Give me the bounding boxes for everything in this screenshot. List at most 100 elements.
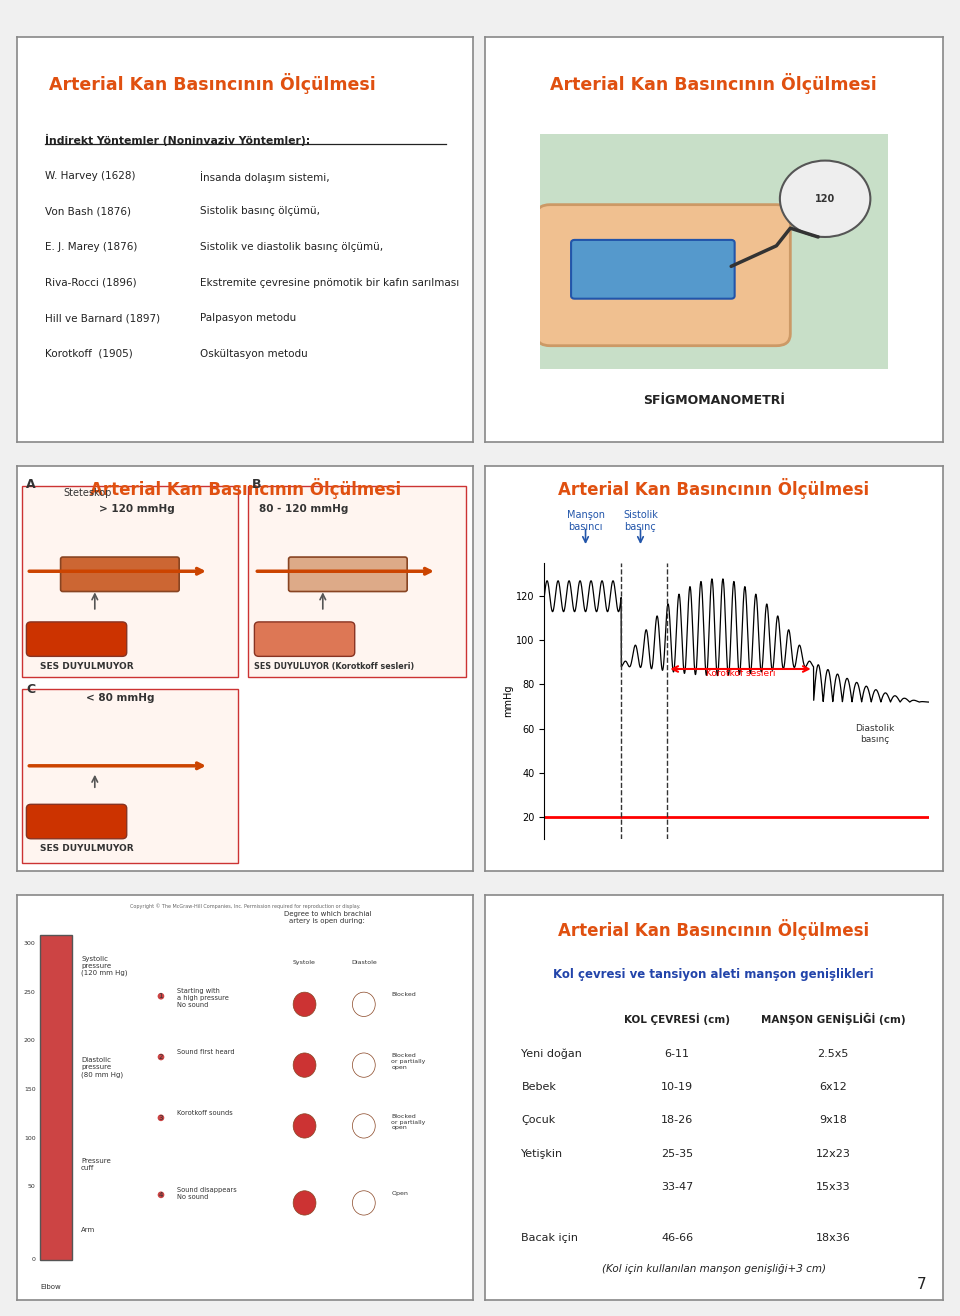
Text: Sistolik basınç ölçümü,: Sistolik basınç ölçümü, xyxy=(200,207,320,216)
Text: Riva-Rocci (1896): Riva-Rocci (1896) xyxy=(44,278,136,288)
Text: Ekstremite çevresine pnömotik bir kafın sarılması: Ekstremite çevresine pnömotik bir kafın … xyxy=(200,278,459,288)
Text: Von Bash (1876): Von Bash (1876) xyxy=(44,207,131,216)
Text: 6-11: 6-11 xyxy=(664,1049,689,1059)
Text: Copyright © The McGraw-Hill Companies, Inc. Permission required for reproduction: Copyright © The McGraw-Hill Companies, I… xyxy=(131,903,360,908)
Text: W. Harvey (1628): W. Harvey (1628) xyxy=(44,171,135,180)
Text: 18x36: 18x36 xyxy=(815,1233,851,1244)
Text: Sistolik
basınç: Sistolik basınç xyxy=(623,511,658,532)
FancyBboxPatch shape xyxy=(26,804,127,838)
Text: 10-19: 10-19 xyxy=(661,1082,693,1092)
Ellipse shape xyxy=(293,1113,316,1138)
Text: Korotkoff  (1905): Korotkoff (1905) xyxy=(44,349,132,359)
Text: İnsanda dolaşım sistemi,: İnsanda dolaşım sistemi, xyxy=(200,171,329,183)
Text: Diastole: Diastole xyxy=(351,959,376,965)
FancyBboxPatch shape xyxy=(289,557,407,591)
Text: Yeni doğan: Yeni doğan xyxy=(521,1049,583,1059)
Text: Pressure
cuff: Pressure cuff xyxy=(81,1158,110,1171)
Text: 120: 120 xyxy=(815,193,835,204)
FancyBboxPatch shape xyxy=(254,622,354,657)
Text: 0: 0 xyxy=(32,1257,36,1262)
Text: < 80 mmHg: < 80 mmHg xyxy=(85,692,155,703)
Text: 6x12: 6x12 xyxy=(819,1082,847,1092)
Text: 4: 4 xyxy=(158,1192,163,1198)
Circle shape xyxy=(780,161,871,237)
FancyBboxPatch shape xyxy=(571,240,734,299)
Text: SES DUYULUYOR (Korotkoff sesleri): SES DUYULUYOR (Korotkoff sesleri) xyxy=(254,662,415,671)
Ellipse shape xyxy=(352,992,375,1016)
Text: SFİGMOMANOMETRİ: SFİGMOMANOMETRİ xyxy=(643,393,784,407)
Text: (Kol için kullanılan manşon genişliği+3 cm): (Kol için kullanılan manşon genişliği+3 … xyxy=(602,1263,826,1274)
Text: Blocked
or partially
open: Blocked or partially open xyxy=(391,1113,425,1130)
Text: Steteskop: Steteskop xyxy=(62,488,111,499)
Text: > 120 mmHg: > 120 mmHg xyxy=(100,504,175,515)
Text: Blocked: Blocked xyxy=(391,992,416,998)
Text: 12x23: 12x23 xyxy=(815,1149,851,1158)
Text: Open: Open xyxy=(391,1191,408,1196)
Text: Systolic
pressure
(120 mm Hg): Systolic pressure (120 mm Hg) xyxy=(81,955,128,976)
Ellipse shape xyxy=(352,1053,375,1078)
Text: 33-47: 33-47 xyxy=(661,1182,693,1192)
Text: 100: 100 xyxy=(24,1136,36,1141)
Text: Degree to which brachial
artery is open during:: Degree to which brachial artery is open … xyxy=(283,911,372,924)
Text: 3: 3 xyxy=(158,1115,163,1121)
FancyBboxPatch shape xyxy=(537,205,790,346)
Text: 80 - 120 mmHg: 80 - 120 mmHg xyxy=(259,504,348,515)
Ellipse shape xyxy=(293,1053,316,1078)
Text: E. J. Marey (1876): E. J. Marey (1876) xyxy=(44,242,137,251)
Text: SES DUYULMUYOR: SES DUYULMUYOR xyxy=(40,662,133,671)
Ellipse shape xyxy=(352,1191,375,1215)
Text: Arterial Kan Basıncının Ölçülmesi: Arterial Kan Basıncının Ölçülmesi xyxy=(558,478,870,499)
Text: 9x18: 9x18 xyxy=(819,1116,847,1125)
Text: Sound disappears
No sound: Sound disappears No sound xyxy=(177,1187,236,1200)
Text: İndirekt Yöntemler (Noninvaziv Yöntemler):: İndirekt Yöntemler (Noninvaziv Yöntemler… xyxy=(44,134,310,146)
Ellipse shape xyxy=(293,992,316,1016)
Ellipse shape xyxy=(293,1191,316,1215)
Text: Sound first heard: Sound first heard xyxy=(177,1049,234,1055)
Text: 1: 1 xyxy=(158,994,163,999)
Text: Diastolik
basınç: Diastolik basınç xyxy=(855,724,895,744)
Text: Bebek: Bebek xyxy=(521,1082,556,1092)
Ellipse shape xyxy=(352,1113,375,1138)
Text: Korotkof sesleri: Korotkof sesleri xyxy=(706,669,776,678)
Text: Bacak için: Bacak için xyxy=(521,1233,579,1244)
Text: B: B xyxy=(252,478,262,491)
Text: Elbow: Elbow xyxy=(40,1284,60,1290)
Text: 2: 2 xyxy=(158,1054,163,1059)
Text: Korotkoff sounds: Korotkoff sounds xyxy=(177,1109,232,1116)
Text: 300: 300 xyxy=(24,941,36,946)
Text: 25-35: 25-35 xyxy=(661,1149,693,1158)
Text: 46-66: 46-66 xyxy=(661,1233,693,1244)
Text: Sistolik ve diastolik basınç ölçümü,: Sistolik ve diastolik basınç ölçümü, xyxy=(200,242,383,251)
Bar xyxy=(22,486,238,676)
Text: SES DUYULMUYOR: SES DUYULMUYOR xyxy=(40,844,133,853)
Text: Arterial Kan Basıncının Ölçülmesi: Arterial Kan Basıncının Ölçülmesi xyxy=(49,74,376,95)
Text: MANŞON GENİŞLİĞİ (cm): MANŞON GENİŞLİĞİ (cm) xyxy=(760,1012,905,1024)
FancyBboxPatch shape xyxy=(26,622,127,657)
Text: 200: 200 xyxy=(24,1038,36,1044)
Text: Palpasyon metodu: Palpasyon metodu xyxy=(200,313,296,324)
Bar xyxy=(40,936,72,1259)
Text: 150: 150 xyxy=(24,1087,36,1092)
Text: 50: 50 xyxy=(28,1184,36,1190)
Text: Yetişkin: Yetişkin xyxy=(521,1149,564,1158)
Text: 7: 7 xyxy=(917,1278,926,1292)
Text: A: A xyxy=(26,478,36,491)
Text: Systole: Systole xyxy=(293,959,316,965)
Text: Manşon
basıncı: Manşon basıncı xyxy=(566,511,605,532)
Bar xyxy=(22,688,238,863)
Y-axis label: mmHg: mmHg xyxy=(503,684,514,717)
FancyBboxPatch shape xyxy=(60,557,180,591)
Text: Starting with
a high pressure
No sound: Starting with a high pressure No sound xyxy=(177,988,228,1008)
Text: 15x33: 15x33 xyxy=(815,1182,851,1192)
Text: 250: 250 xyxy=(24,990,36,995)
Text: C: C xyxy=(26,683,36,696)
Text: KOL ÇEVRESİ (cm): KOL ÇEVRESİ (cm) xyxy=(624,1012,731,1024)
Text: Diastolic
pressure
(80 mm Hg): Diastolic pressure (80 mm Hg) xyxy=(81,1057,123,1078)
Text: Arm: Arm xyxy=(81,1228,95,1233)
Text: 18-26: 18-26 xyxy=(661,1116,693,1125)
Text: Kol çevresi ve tansiyon aleti manşon genişlikleri: Kol çevresi ve tansiyon aleti manşon gen… xyxy=(554,967,874,980)
Text: 2.5x5: 2.5x5 xyxy=(817,1049,849,1059)
Text: Blocked
or partially
open: Blocked or partially open xyxy=(391,1053,425,1070)
Bar xyxy=(248,486,467,676)
Text: Hill ve Barnard (1897): Hill ve Barnard (1897) xyxy=(44,313,159,324)
